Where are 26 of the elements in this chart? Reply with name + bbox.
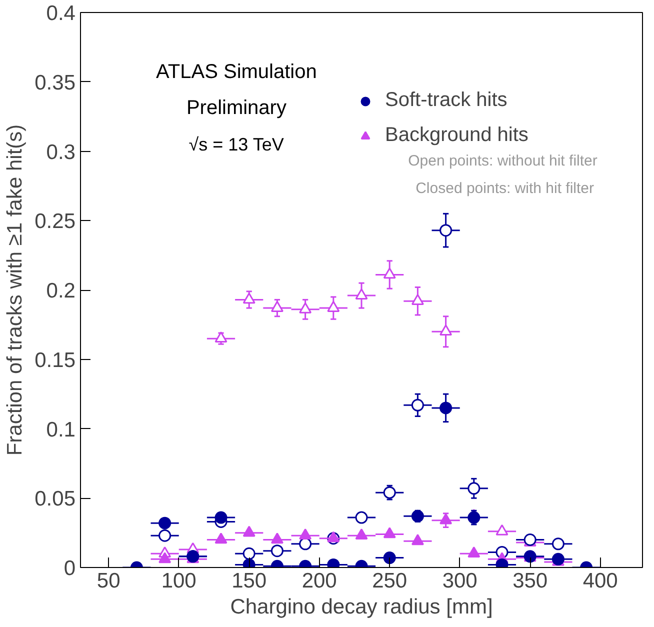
x-tick-label: 200 [302,570,337,592]
y-tick-label: 0.15 [34,348,76,372]
x-tick-label: 300 [442,570,478,592]
x-tick-label: 50 [96,570,120,592]
y-tick-label: 0 [64,557,76,580]
x-tick-label: 250 [372,570,408,592]
x-tick-label: 350 [512,570,548,592]
y-tick-label: 0.05 [34,488,76,511]
annotation: √s = 13 TeV [188,134,284,154]
y-axis-title: Fraction of tracks with ≥1 fake hit(s) [4,124,27,456]
y-tick-label: 0.3 [46,140,76,164]
x-axis-title: Chargino decay radius [mm] [230,596,493,618]
y-tick-label: 0.35 [34,71,76,94]
legend-label: Soft-track hits [385,89,508,112]
annotation: Preliminary [186,97,286,120]
annotation: ATLAS Simulation [156,61,317,84]
y-tick-label: 0.1 [46,418,76,442]
x-tick-label: 100 [161,570,196,592]
x-tick-label: 400 [582,570,618,592]
annotation: Open points: without hit filter [408,152,598,170]
y-tick-label: 0.4 [46,2,76,25]
y-tick-label: 0.25 [34,210,76,234]
annotation: Closed points: with hit filter [416,180,594,198]
x-tick-label: 150 [232,570,267,592]
legend-label: Background hits [385,124,528,147]
y-tick-label: 0.2 [46,280,76,302]
